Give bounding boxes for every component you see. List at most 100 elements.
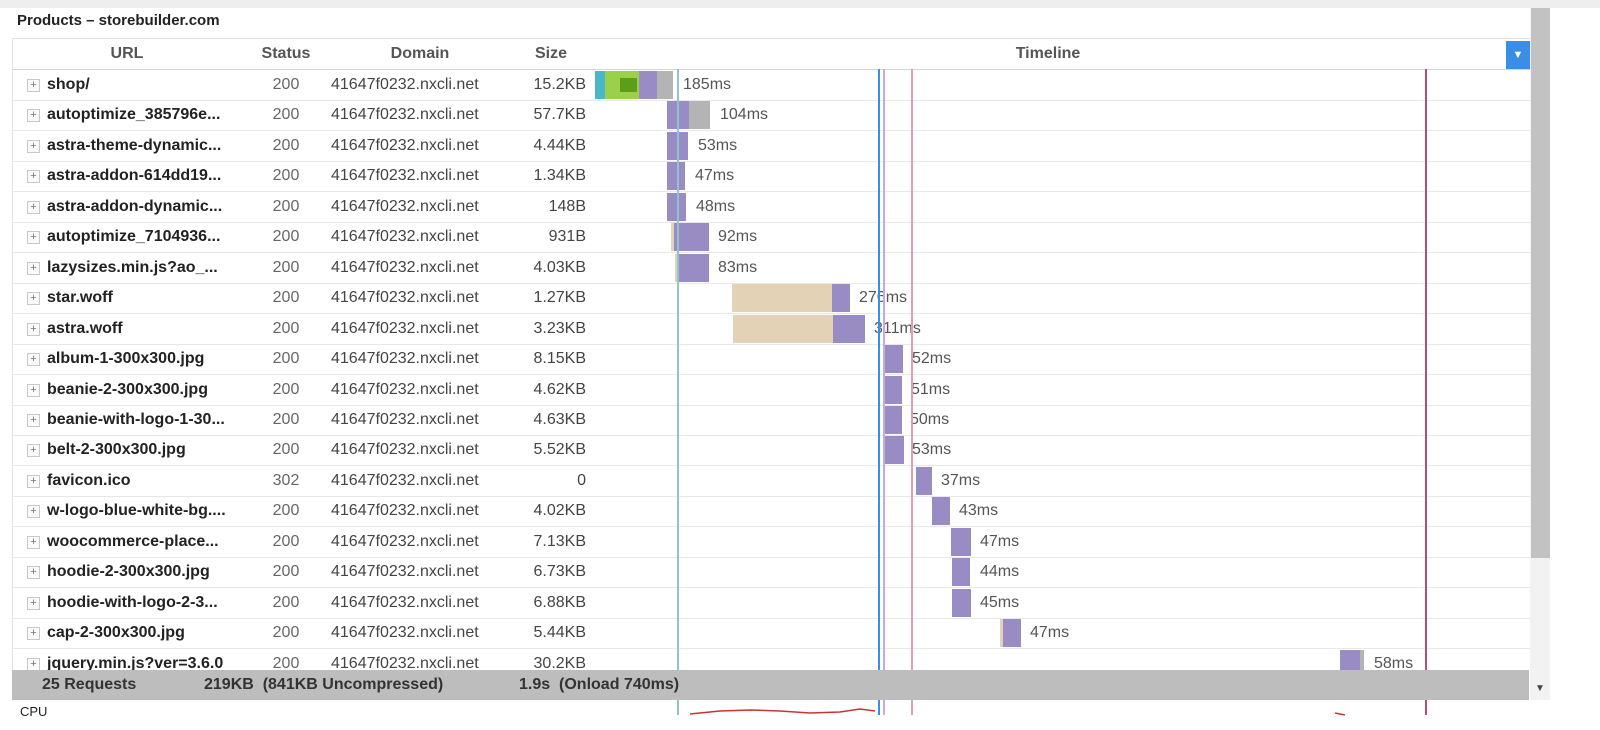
timeline-bar-blocked[interactable] (671, 223, 674, 252)
column-header-url[interactable]: URL (110, 45, 144, 62)
timeline-bar-receive[interactable] (1360, 649, 1364, 671)
domain-cell: 41647f0232.nxcli.net (331, 441, 479, 459)
column-header-status[interactable]: Status (261, 45, 311, 62)
timeline-bar-blocked[interactable] (732, 284, 832, 313)
domain-cell: 41647f0232.nxcli.net (331, 532, 479, 550)
url-cell: hoodie-with-logo-2-3... (47, 593, 218, 611)
table-row[interactable]: + album-1-300x300.jpg 200 41647f0232.nxcli.… (13, 344, 1530, 376)
scrollbar-thumb[interactable] (1531, 8, 1550, 558)
timeline-bar-dns[interactable] (595, 71, 605, 99)
domain-cell: 41647f0232.nxcli.net (331, 410, 479, 428)
summary-footer: 25 Requests 219KB (841KB Uncompressed) 1… (12, 670, 1529, 700)
timeline-bar-wait[interactable] (885, 436, 904, 465)
timeline-bar-receive[interactable] (657, 71, 673, 99)
timeline-bar-wait[interactable] (674, 223, 709, 252)
duration-label: 47ms (980, 532, 1020, 550)
timeline-bar-receive[interactable] (689, 101, 710, 130)
timeline-bar-wait[interactable] (883, 375, 902, 404)
expand-plus-icon[interactable]: + (27, 109, 40, 123)
expand-plus-icon[interactable]: + (27, 200, 40, 214)
url-cell: cap-2-300x300.jpg (47, 624, 185, 642)
table-row[interactable]: + beanie-with-logo-1-30... 200 41647f0232.n… (13, 405, 1530, 436)
table-row[interactable]: + astra-theme-dynamic... 200 41647f0232.nxc… (13, 131, 1530, 162)
size-cell: 1.34KB (533, 167, 586, 185)
expand-plus-icon[interactable]: + (27, 139, 40, 153)
timeline-bar-wait[interactable] (1003, 619, 1021, 648)
timeline-bar-wait[interactable] (1340, 649, 1360, 671)
table-row[interactable]: + w-logo-blue-white-bg.... 200 41647f0232.n… (13, 496, 1530, 528)
domain-cell: 41647f0232.nxcli.net (331, 593, 479, 611)
timeline-bar-wait[interactable] (932, 497, 950, 526)
timeline-bar-blocked[interactable] (1000, 619, 1003, 648)
size-cell: 15.2KB (533, 76, 586, 93)
size-cell: 8.15KB (533, 350, 586, 368)
timeline-bar-wait[interactable] (952, 588, 971, 617)
expand-plus-icon[interactable]: + (27, 505, 40, 519)
expand-plus-icon[interactable]: + (27, 474, 40, 488)
domain-cell: 41647f0232.nxcli.net (331, 76, 479, 93)
scroll-down-arrow-icon[interactable]: ▼ (1535, 683, 1545, 694)
timeline-bar-wait[interactable] (833, 314, 865, 343)
table-row[interactable]: + beanie-2-300x300.jpg 200 41647f0232.nxcli… (13, 375, 1530, 406)
url-cell: autoptimize_385796e... (47, 106, 221, 124)
timeline-bar-blocked[interactable] (675, 253, 678, 282)
timeline-bar-blocked[interactable] (733, 314, 833, 343)
column-header-size[interactable]: Size (534, 45, 567, 62)
expand-plus-icon[interactable]: + (27, 261, 40, 275)
table-row[interactable]: + shop/200 41647f0232.nxcli.net 15.2KB 185ms (13, 70, 1530, 101)
expand-plus-icon[interactable]: + (27, 353, 40, 367)
timeline-bar-wait[interactable] (885, 405, 902, 434)
expand-plus-icon[interactable]: + (27, 657, 40, 671)
timeline-bar-wait[interactable] (639, 71, 657, 99)
timeline-bar-wait[interactable] (678, 253, 709, 282)
table-row[interactable]: + autoptimize_385796e... 200 41647f0232.nxc… (13, 100, 1530, 132)
status-cell: 200 (272, 441, 300, 459)
expand-plus-icon[interactable]: + (27, 322, 40, 336)
expand-plus-icon[interactable]: + (27, 627, 40, 641)
column-header-timeline[interactable]: Timeline (1015, 45, 1081, 62)
table-row[interactable]: + hoodie-with-logo-2-3... 200 41647f0232.nx… (13, 588, 1530, 619)
expand-plus-icon[interactable]: + (27, 231, 40, 245)
timeline-bar-wait[interactable] (916, 466, 932, 495)
table-row[interactable]: + lazysizes.min.js?ao_... 200 41647f0232.nx… (13, 253, 1530, 284)
dom-content-marker-line (677, 69, 679, 715)
expand-plus-icon[interactable]: + (27, 413, 40, 427)
table-row[interactable]: + belt-2-300x300.jpg 200 41647f0232.nxcli.n… (13, 435, 1530, 467)
expand-plus-icon[interactable]: + (27, 383, 40, 397)
timeline-bar-wait[interactable] (951, 527, 971, 556)
timeline-bar-wait[interactable] (952, 558, 970, 587)
expand-plus-icon[interactable]: + (27, 79, 40, 92)
table-row[interactable]: + hoodie-2-300x300.jpg 200 41647f0232.nxcli… (13, 557, 1530, 589)
timeline-bar-wait[interactable] (667, 192, 686, 221)
table-row[interactable]: + cap-2-300x300.jpg 200 41647f0232.nxcli.ne… (13, 618, 1530, 650)
timeline-menu-button[interactable]: ▼ (1506, 41, 1530, 69)
domain-cell: 41647f0232.nxcli.net (331, 380, 479, 398)
duration-label: 51ms (911, 380, 951, 398)
column-header-domain[interactable]: Domain (390, 45, 450, 62)
size-cell: 30.2KB (533, 654, 586, 671)
timeline-bar-ssl[interactable] (620, 78, 637, 92)
table-row[interactable]: + woocommerce-place... 200 41647f0232.nxcli… (13, 527, 1530, 558)
timeline-bar-wait[interactable] (832, 284, 850, 313)
status-cell: 200 (272, 502, 300, 520)
table-row[interactable]: + astra-addon-dynamic... 200 41647f0232.nxc… (13, 192, 1530, 223)
render-marker-line (911, 69, 913, 715)
timeline-bar-wait[interactable] (667, 162, 685, 191)
table-row[interactable]: + astra-addon-614dd19... 200 41647f0232.nxc… (13, 161, 1530, 193)
timeline-bar-wait[interactable] (883, 345, 903, 374)
expand-plus-icon[interactable]: + (27, 535, 40, 549)
table-row[interactable]: + favicon.ico 302 41647f0232.nxcli.net 0 37ms (13, 466, 1530, 497)
size-cell: 931B (548, 228, 586, 246)
duration-label: 45ms (980, 593, 1020, 611)
expand-plus-icon[interactable]: + (27, 444, 40, 458)
expand-plus-icon[interactable]: + (27, 566, 40, 580)
table-row[interactable]: +star.woff20041647f0232.nxcli.net1.27KB2… (13, 283, 1530, 315)
table-row[interactable]: + jquery.min.js?ver=3.6.0 200 41647f0232.nx… (13, 649, 1530, 671)
expand-plus-icon[interactable]: + (27, 292, 40, 306)
table-row[interactable]: + astra.woff 200 41647f0232.nxcli.net 3.23KB… (13, 314, 1530, 345)
expand-plus-icon[interactable]: + (27, 170, 40, 184)
status-cell: 200 (272, 136, 300, 154)
expand-plus-icon[interactable]: + (27, 596, 40, 610)
table-row[interactable]: + autoptimize_7104936... 200 41647f0232.nxc… (13, 222, 1530, 254)
size-cell: 6.88KB (533, 593, 586, 611)
